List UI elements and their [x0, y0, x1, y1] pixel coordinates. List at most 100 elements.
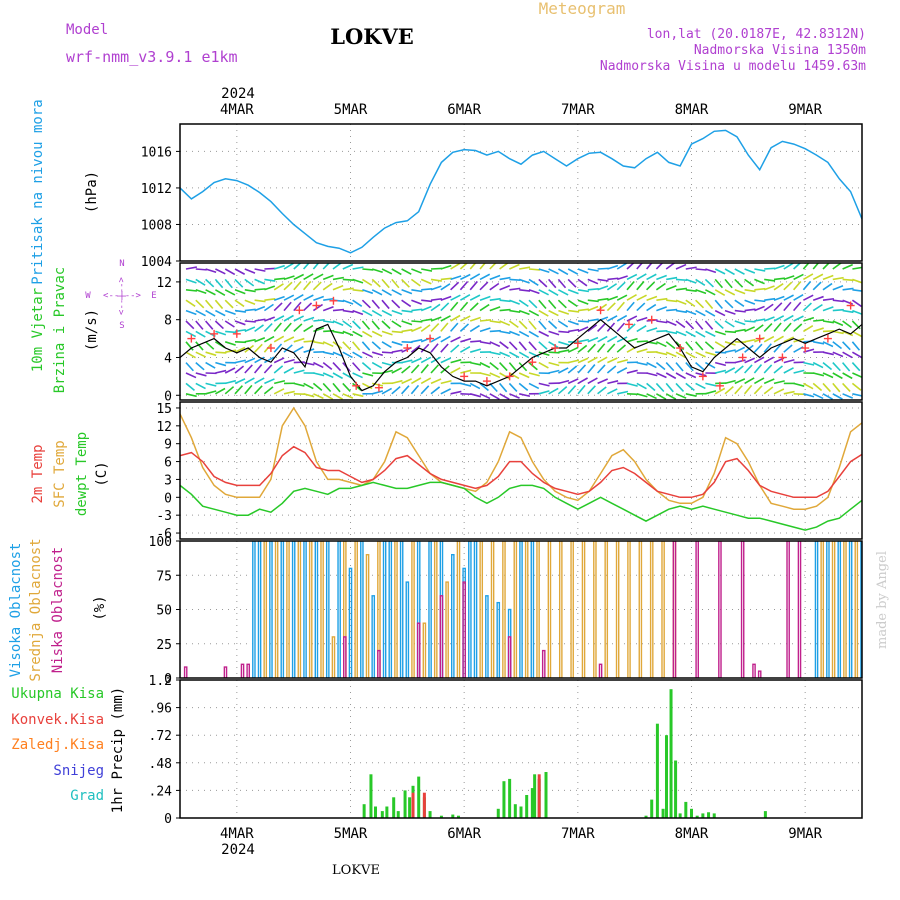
wind-arrow — [715, 369, 727, 374]
wind-arrow — [244, 278, 255, 287]
wind-arrow — [264, 278, 276, 282]
wind-arrow — [783, 358, 795, 364]
wind-arrow — [264, 316, 275, 322]
wind-arrow — [371, 278, 381, 288]
wind-arrow — [587, 377, 598, 385]
wind-arrow — [283, 336, 295, 343]
cloud-ytick-label: 100 — [149, 535, 172, 550]
model-name: wrf-nmm_v3.9.1 e1km — [66, 48, 238, 66]
wind-arrow — [822, 330, 835, 333]
wind-arrow — [450, 358, 462, 364]
wind-arrow — [744, 320, 756, 323]
wind-arrow — [773, 302, 783, 312]
wind-arrow — [822, 297, 835, 301]
mid_cloud-bar — [422, 622, 427, 678]
wind-arrow — [793, 315, 804, 322]
wind-arrow — [254, 288, 266, 291]
wind-arrow — [509, 263, 520, 270]
precip_total-bar — [684, 801, 688, 818]
model-altitude-text: Nadmorska Visina u modelu 1459.63m — [600, 59, 866, 74]
wind-arrow — [861, 278, 862, 287]
wind-arrow — [234, 385, 243, 395]
wind-arrow — [205, 268, 217, 273]
wind-arrow — [724, 367, 736, 374]
wind-arrow — [352, 362, 361, 372]
wind-arrow — [263, 323, 273, 332]
wind-arrow — [518, 341, 527, 351]
wind-arrow — [401, 309, 413, 313]
wind-arrow — [509, 309, 521, 314]
precip_total-bar — [650, 799, 654, 818]
wind-arrow — [430, 378, 442, 385]
high_cloud-bar — [860, 541, 862, 678]
legend-hail: Grad — [70, 788, 104, 804]
wind-arrow — [371, 330, 383, 337]
wind-arrow — [205, 278, 215, 288]
wind-arrow — [215, 387, 226, 395]
wind-arrow — [734, 268, 745, 275]
wind-arrow — [656, 372, 667, 379]
wind-panel: 0 4 8 12 — [156, 262, 863, 404]
wind-arrow — [450, 314, 461, 322]
wind-arrow — [763, 343, 772, 353]
wind-arrow — [195, 299, 205, 309]
cloud-label-low: Niska Oblacnost — [50, 547, 66, 673]
wind-arrow — [224, 367, 236, 374]
wind-arrow — [568, 309, 580, 313]
high_cloud-bar — [252, 541, 256, 678]
wind-arrow — [577, 289, 589, 293]
precip_total-bar — [374, 806, 378, 818]
mid_cloud-bar — [263, 541, 268, 678]
wind-arrow — [371, 309, 383, 317]
wind-arrow — [225, 379, 237, 385]
wind-arrow — [234, 359, 246, 364]
wind-arrow — [185, 320, 195, 330]
wind-arrow — [557, 299, 567, 309]
wind-arrow — [313, 295, 325, 301]
wind-arrow — [763, 356, 775, 364]
wind-arrow — [557, 386, 568, 395]
wind-arrow — [293, 315, 304, 322]
wind-arrow — [558, 289, 569, 296]
wind-arrow — [342, 320, 353, 329]
wind-arrow — [695, 278, 706, 287]
precip_total-bar — [712, 813, 716, 818]
wind-arrow — [411, 289, 423, 293]
compass-west: W — [85, 291, 91, 301]
wind-arrow — [724, 349, 736, 353]
wind-arrow — [813, 372, 825, 377]
wind-arrow — [783, 314, 794, 322]
high_cloud-bar — [371, 595, 376, 678]
wind-arrow — [381, 330, 393, 336]
high_cloud-bar — [473, 541, 478, 678]
low_cloud-bar — [797, 541, 802, 678]
wind-arrow — [714, 268, 726, 275]
wind-arrow — [332, 393, 344, 400]
wind-arrow — [538, 268, 550, 274]
wind-arrow — [675, 309, 687, 314]
precip_total-bar — [530, 788, 534, 818]
wind-arrow — [616, 275, 628, 281]
wind-arrow — [705, 330, 716, 337]
high_cloud-bar — [303, 541, 307, 678]
precip_total-bar — [369, 774, 373, 818]
temp-ytick-label: -6 — [156, 527, 172, 542]
wind-arrow — [577, 278, 588, 287]
wind-arrow — [479, 382, 489, 392]
wind-arrow — [744, 268, 756, 274]
wind-arrow — [558, 379, 570, 385]
dewpt-line — [180, 481, 862, 531]
wind-arrow — [656, 351, 668, 356]
wind-arrow — [616, 322, 626, 332]
wind-arrow — [547, 299, 557, 310]
wind-arrow — [754, 287, 766, 291]
wind-arrow — [342, 309, 354, 313]
wind-arrow — [313, 372, 325, 377]
wind-arrow — [273, 388, 285, 395]
wind-arrow — [312, 382, 323, 392]
wind-arrow — [244, 289, 256, 293]
wind-arrow — [548, 341, 559, 349]
wind-arrow — [714, 320, 724, 330]
wind-arrow — [185, 299, 196, 307]
mid_cloud-bar — [365, 554, 370, 678]
